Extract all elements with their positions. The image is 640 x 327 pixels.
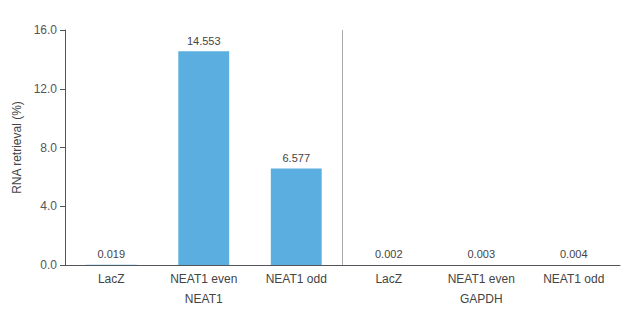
svg-text:NEAT1 even: NEAT1 even — [448, 272, 515, 286]
svg-text:0.019: 0.019 — [97, 248, 125, 260]
svg-text:4.0: 4.0 — [40, 199, 57, 213]
svg-text:NEAT1 odd: NEAT1 odd — [266, 272, 327, 286]
svg-text:LacZ: LacZ — [98, 272, 125, 286]
svg-text:NEAT1: NEAT1 — [185, 292, 223, 306]
svg-text:8.0: 8.0 — [40, 141, 57, 155]
svg-text:0.0: 0.0 — [40, 258, 57, 272]
svg-text:16.0: 16.0 — [34, 23, 58, 37]
svg-text:12.0: 12.0 — [34, 82, 58, 96]
svg-text:NEAT1 even: NEAT1 even — [170, 272, 237, 286]
svg-text:6.577: 6.577 — [282, 152, 310, 164]
svg-text:LacZ: LacZ — [375, 272, 402, 286]
svg-text:0.002: 0.002 — [375, 248, 403, 260]
svg-text:0.004: 0.004 — [560, 248, 588, 260]
svg-text:RNA retrieval (%): RNA retrieval (%) — [10, 101, 24, 194]
svg-text:14.553: 14.553 — [187, 35, 221, 47]
svg-text:0.003: 0.003 — [467, 248, 495, 260]
svg-text:GAPDH: GAPDH — [460, 292, 503, 306]
svg-text:NEAT1 odd: NEAT1 odd — [543, 272, 604, 286]
